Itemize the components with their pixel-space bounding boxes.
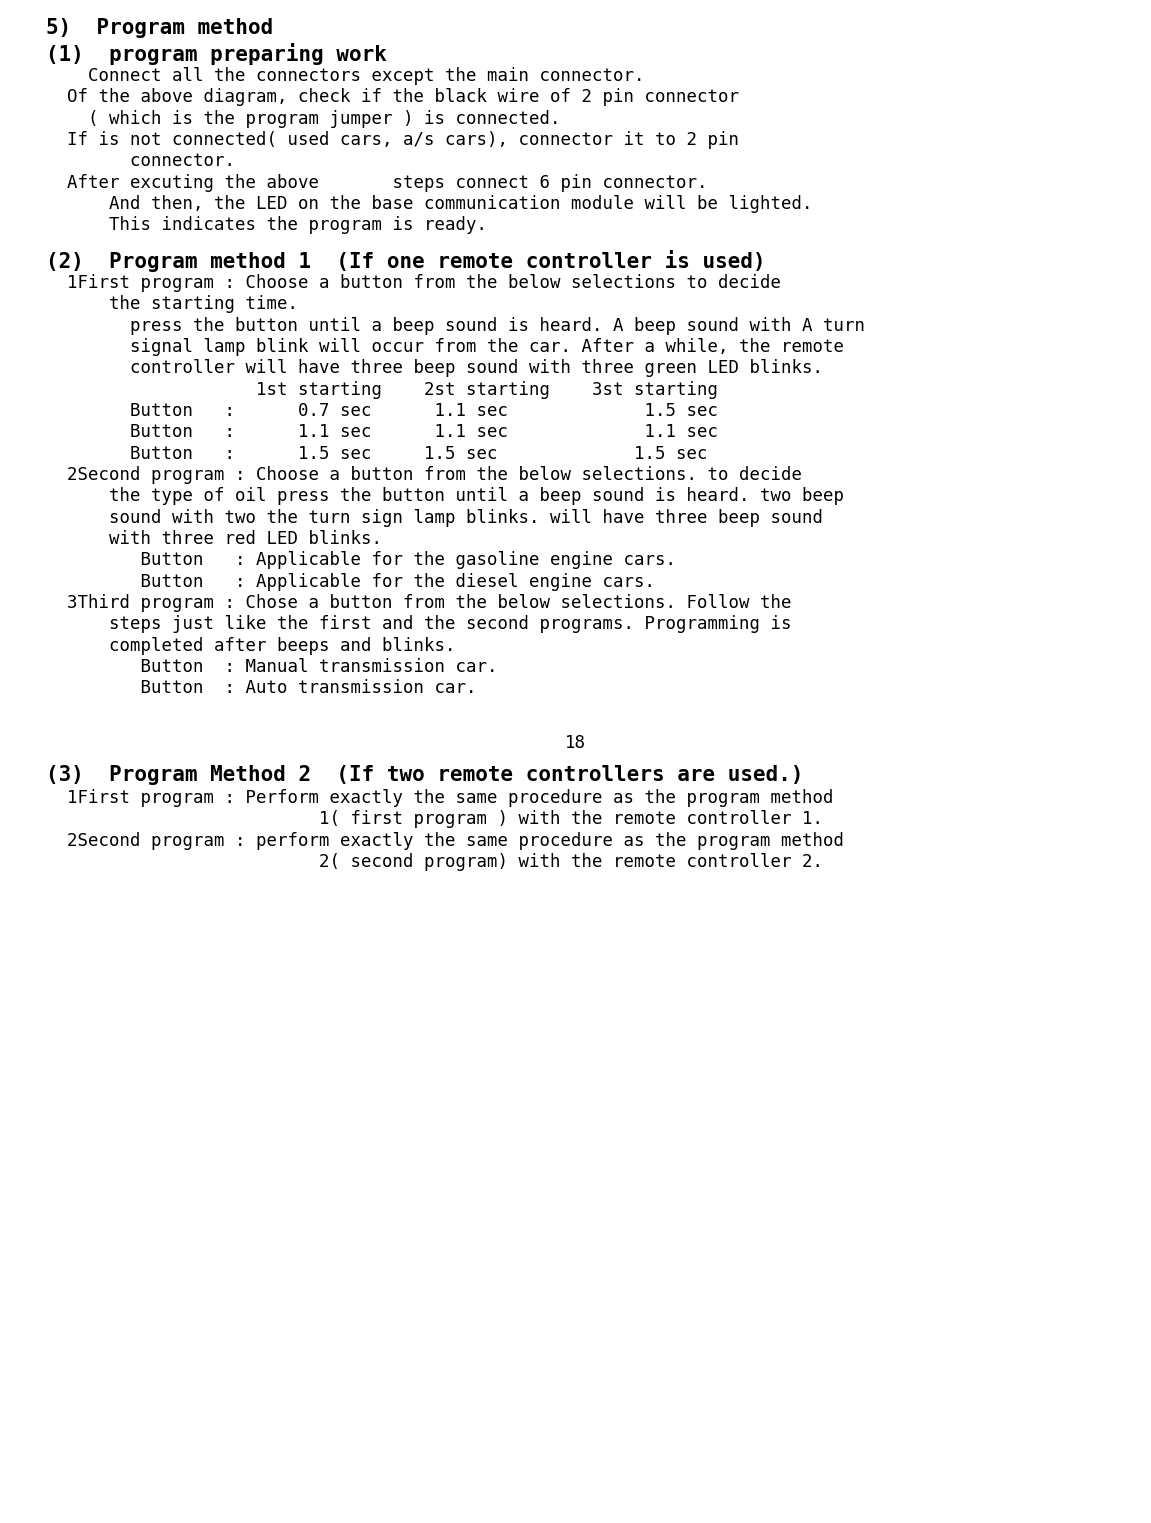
- Text: 2( second program) with the remote controller 2.: 2( second program) with the remote contr…: [46, 853, 823, 871]
- Text: 5)  Program method: 5) Program method: [46, 18, 273, 38]
- Text: (1)  program preparing work: (1) program preparing work: [46, 43, 387, 64]
- Text: Button   :      1.5 sec     1.5 sec             1.5 sec: Button : 1.5 sec 1.5 sec 1.5 sec: [46, 445, 708, 463]
- Text: 2Second program : Choose a button from the below selections. to decide: 2Second program : Choose a button from t…: [46, 466, 802, 484]
- Text: Of the above diagram, check if the black wire of 2 pin connector: Of the above diagram, check if the black…: [46, 88, 739, 107]
- Text: the starting time.: the starting time.: [46, 295, 298, 314]
- Text: 18: 18: [565, 734, 586, 752]
- Text: Button   :      1.1 sec      1.1 sec             1.1 sec: Button : 1.1 sec 1.1 sec 1.1 sec: [46, 423, 718, 442]
- Text: signal lamp blink will occur from the car. After a while, the remote: signal lamp blink will occur from the ca…: [46, 338, 844, 356]
- Text: 1First program : Perform exactly the same procedure as the program method: 1First program : Perform exactly the sam…: [46, 789, 833, 807]
- Text: Button   : Applicable for the gasoline engine cars.: Button : Applicable for the gasoline eng…: [46, 551, 676, 570]
- Text: (3)  Program Method 2  (If two remote controllers are used.): (3) Program Method 2 (If two remote cont…: [46, 765, 803, 784]
- Text: Button  : Manual transmission car.: Button : Manual transmission car.: [46, 658, 497, 676]
- Text: the type of oil press the button until a beep sound is heard. two beep: the type of oil press the button until a…: [46, 487, 844, 506]
- Text: If is not connected( used cars, a/s cars), connector it to 2 pin: If is not connected( used cars, a/s cars…: [46, 131, 739, 149]
- Text: 1( first program ) with the remote controller 1.: 1( first program ) with the remote contr…: [46, 810, 823, 829]
- Text: sound with two the turn sign lamp blinks. will have three beep sound: sound with two the turn sign lamp blinks…: [46, 509, 823, 527]
- Text: After excuting the above       steps connect 6 pin connector.: After excuting the above steps connect 6…: [46, 174, 708, 192]
- Text: ( which is the program jumper ) is connected.: ( which is the program jumper ) is conne…: [46, 110, 561, 128]
- Text: Connect all the connectors except the main connector.: Connect all the connectors except the ma…: [46, 67, 645, 85]
- Text: Button   :      0.7 sec      1.1 sec             1.5 sec: Button : 0.7 sec 1.1 sec 1.5 sec: [46, 402, 718, 420]
- Text: 2Second program : perform exactly the same procedure as the program method: 2Second program : perform exactly the sa…: [46, 832, 844, 850]
- Text: with three red LED blinks.: with three red LED blinks.: [46, 530, 382, 548]
- Text: press the button until a beep sound is heard. A beep sound with A turn: press the button until a beep sound is h…: [46, 317, 866, 335]
- Text: controller will have three beep sound with three green LED blinks.: controller will have three beep sound wi…: [46, 359, 823, 378]
- Text: And then, the LED on the base communication module will be lighted.: And then, the LED on the base communicat…: [46, 195, 813, 213]
- Text: 3Third program : Chose a button from the below selections. Follow the: 3Third program : Chose a button from the…: [46, 594, 792, 612]
- Text: 1st starting    2st starting    3st starting: 1st starting 2st starting 3st starting: [46, 381, 718, 399]
- Text: This indicates the program is ready.: This indicates the program is ready.: [46, 216, 487, 235]
- Text: completed after beeps and blinks.: completed after beeps and blinks.: [46, 637, 456, 655]
- Text: steps just like the first and the second programs. Programming is: steps just like the first and the second…: [46, 615, 792, 634]
- Text: connector.: connector.: [46, 152, 235, 171]
- Text: Button   : Applicable for the diesel engine cars.: Button : Applicable for the diesel engin…: [46, 573, 655, 591]
- Text: (2)  Program method 1  (If one remote controller is used): (2) Program method 1 (If one remote cont…: [46, 250, 765, 271]
- Text: Button  : Auto transmission car.: Button : Auto transmission car.: [46, 679, 477, 698]
- Text: 1First program : Choose a button from the below selections to decide: 1First program : Choose a button from th…: [46, 274, 782, 292]
